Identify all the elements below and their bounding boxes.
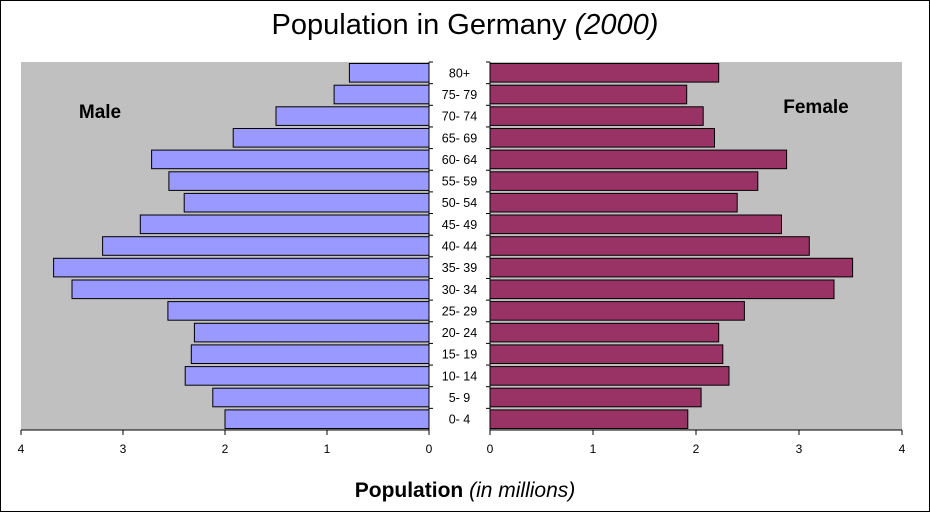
- male-bar: [102, 236, 430, 256]
- age-group-label: 50- 54: [442, 196, 477, 210]
- age-group-label: 10- 14: [442, 369, 477, 383]
- age-group-label: 35- 39: [442, 261, 477, 275]
- bars-group: [53, 63, 854, 429]
- female-bar: [489, 149, 788, 170]
- age-group-label: 25- 29: [442, 304, 477, 318]
- age-group-label: 70- 74: [442, 110, 477, 124]
- female-x-tick-label: 2: [693, 442, 700, 456]
- age-group-label: 45- 49: [442, 218, 477, 232]
- female-x-tick-label: 3: [796, 442, 803, 456]
- female-bar: [489, 409, 689, 429]
- female-series-label: Female: [783, 97, 848, 118]
- female-x-tick-label: 0: [487, 442, 494, 456]
- female-bar: [489, 344, 724, 364]
- chart-title: Population in Germany (2000): [272, 9, 659, 41]
- male-bar: [348, 63, 430, 83]
- female-bar: [489, 214, 782, 235]
- male-bar: [71, 279, 430, 300]
- female-bar: [489, 236, 810, 256]
- male-bar: [212, 387, 430, 408]
- male-x-tick-label: 4: [18, 442, 25, 456]
- male-bar: [193, 322, 430, 343]
- age-group-label: 75- 79: [442, 88, 477, 102]
- male-bar: [275, 106, 430, 126]
- female-bar: [489, 322, 720, 343]
- age-group-label: 60- 64: [442, 153, 477, 167]
- age-group-label: 15- 19: [442, 348, 477, 362]
- age-group-label: 65- 69: [442, 131, 477, 145]
- female-bar: [489, 84, 688, 105]
- female-bar: [489, 366, 730, 386]
- male-x-tick-label: 3: [120, 442, 127, 456]
- male-bar: [333, 84, 430, 105]
- female-bar: [489, 192, 738, 213]
- age-group-label: 0- 4: [449, 413, 471, 427]
- age-group-label: 20- 24: [442, 326, 477, 340]
- male-bar: [190, 344, 430, 364]
- category-labels: 80+ 75- 79 70- 74 65- 69 60- 64 55- 59 50- 54 4…: [442, 66, 477, 426]
- male-series-label: Male: [79, 102, 121, 123]
- age-group-label: 30- 34: [442, 283, 477, 297]
- female-bar: [489, 387, 702, 408]
- female-x-tick-label: 1: [590, 442, 597, 456]
- female-x-tick-label: 4: [899, 442, 906, 456]
- age-group-label: 80+: [449, 66, 470, 80]
- female-bar: [489, 128, 715, 148]
- female-bar: [489, 106, 704, 126]
- female-bar: [489, 279, 835, 300]
- x-axis-title: Population (in millions): [355, 479, 576, 502]
- male-x-tick-label: 2: [222, 442, 229, 456]
- female-bar: [489, 171, 759, 191]
- male-bar: [183, 192, 430, 213]
- female-bar: [489, 301, 745, 321]
- age-group-label: 5- 9: [449, 391, 471, 405]
- age-group-label: 40- 44: [442, 240, 477, 254]
- male-bar: [53, 257, 430, 278]
- female-bar: [489, 257, 854, 278]
- male-bar: [232, 128, 430, 148]
- male-bar: [184, 366, 430, 386]
- female-bar: [489, 63, 720, 83]
- male-bar: [151, 149, 430, 170]
- male-bar: [168, 171, 430, 191]
- male-x-tick-label: 1: [324, 442, 331, 456]
- axes-group: 0 0 1 1 2 2 3 3 4 4: [18, 61, 906, 456]
- male-bar: [139, 214, 430, 235]
- male-x-tick-label: 0: [426, 442, 433, 456]
- male-bar: [167, 301, 430, 321]
- age-group-label: 55- 59: [442, 175, 477, 189]
- male-bar: [224, 409, 430, 429]
